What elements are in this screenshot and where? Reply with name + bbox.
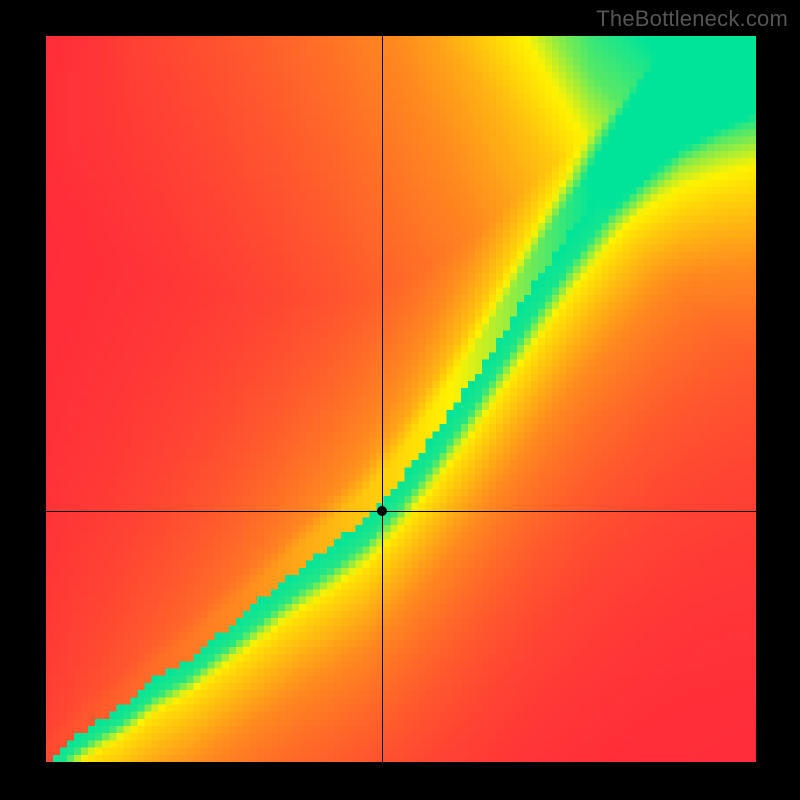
crosshair-horizontal bbox=[46, 511, 756, 512]
crosshair-marker bbox=[377, 506, 387, 516]
bottleneck-heatmap bbox=[46, 36, 756, 762]
crosshair-vertical bbox=[382, 36, 383, 762]
watermark-label: TheBottleneck.com bbox=[596, 6, 788, 32]
chart-frame: TheBottleneck.com bbox=[0, 0, 800, 800]
